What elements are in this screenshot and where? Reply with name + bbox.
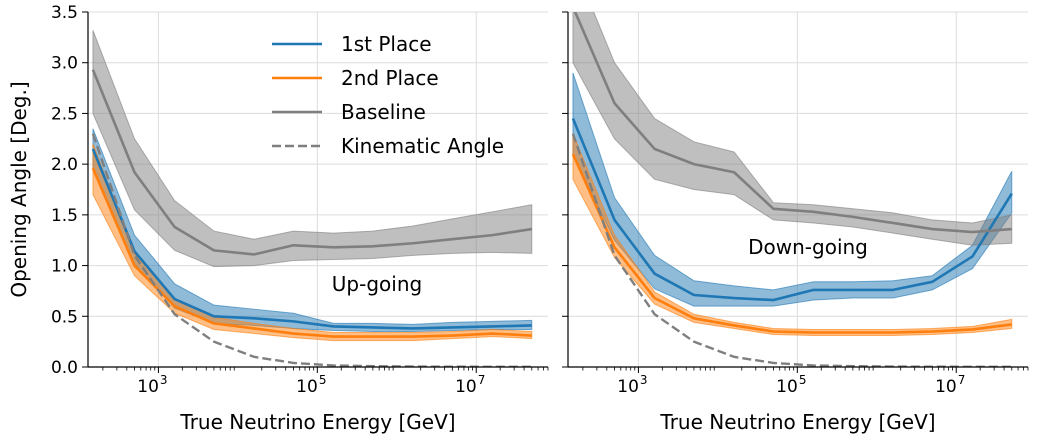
x-tick-label: 103 xyxy=(137,373,167,397)
y-tick-label: 2.5 xyxy=(51,104,78,124)
x-axis-label: True Neutrino Energy [GeV] xyxy=(659,410,935,434)
y-axis-label: Opening Angle [Deg.] xyxy=(7,81,31,297)
y-tick-label: 1.0 xyxy=(51,257,78,277)
y-tick-label: 2.0 xyxy=(51,155,78,175)
legend-label: 1st Place xyxy=(341,32,432,56)
y-tick-label: 3.5 xyxy=(51,3,78,23)
x-tick-label: 103 xyxy=(617,373,647,397)
y-tick-label: 1.5 xyxy=(51,206,78,226)
legend-label: 2nd Place xyxy=(341,66,439,90)
x-tick-label: 107 xyxy=(455,373,485,397)
y-tick-label: 0.0 xyxy=(51,358,78,378)
y-tick-label: 0.5 xyxy=(51,307,78,327)
x-axis-label: True Neutrino Energy [GeV] xyxy=(179,410,455,434)
panel-annotation: Up-going xyxy=(332,272,422,296)
x-tick-label: 107 xyxy=(935,373,965,397)
legend: 1st Place 2nd Place Baseline Kinematic Angl… xyxy=(272,32,504,158)
x-tick-label: 105 xyxy=(296,373,326,397)
y-tick-label: 3.0 xyxy=(51,54,78,74)
legend-label: Baseline xyxy=(341,100,426,124)
legend-label: Kinematic Angle xyxy=(341,134,504,158)
x-tick-label: 105 xyxy=(776,373,806,397)
panel-annotation: Down-going xyxy=(748,235,868,259)
